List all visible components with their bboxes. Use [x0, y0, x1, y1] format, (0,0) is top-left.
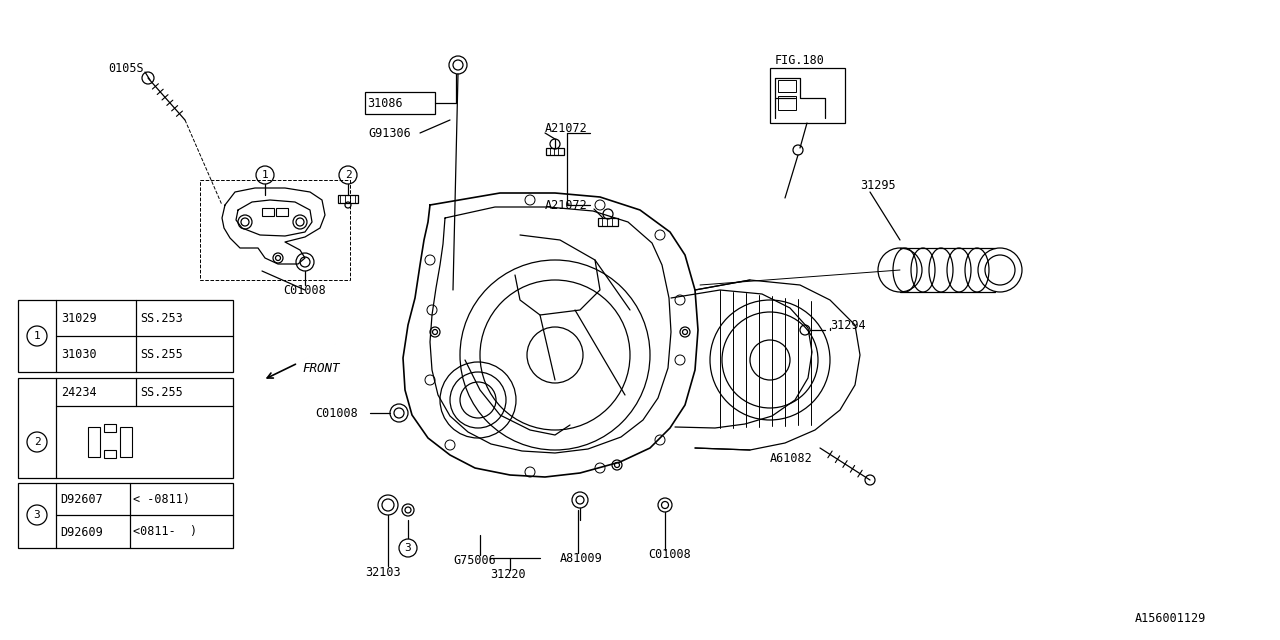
Text: C01008: C01008	[648, 548, 691, 561]
Text: 31295: 31295	[860, 179, 896, 191]
Bar	[276, 208, 288, 216]
Text: A21072: A21072	[545, 122, 588, 134]
Text: D92607: D92607	[60, 493, 102, 506]
Text: 31030: 31030	[61, 348, 96, 360]
Text: 3: 3	[33, 510, 41, 520]
Text: A81009: A81009	[561, 552, 603, 564]
Text: 31220: 31220	[490, 568, 526, 582]
Bar	[200, 180, 349, 280]
Bar	[771, 68, 845, 123]
Text: SS.253: SS.253	[140, 312, 183, 324]
Text: 24234: 24234	[61, 385, 96, 399]
Text: 32103: 32103	[365, 566, 401, 579]
Text: FRONT: FRONT	[302, 362, 339, 374]
Text: SS.255: SS.255	[140, 348, 183, 360]
Text: < -0811): < -0811)	[133, 493, 189, 506]
Text: <0811-  ): <0811- )	[133, 525, 197, 538]
Bar	[598, 218, 618, 226]
Text: D92609: D92609	[60, 525, 102, 538]
Text: A156001129: A156001129	[1135, 611, 1206, 625]
Bar	[365, 92, 435, 114]
Text: 1: 1	[33, 331, 41, 341]
Bar	[104, 424, 116, 432]
Text: C01008: C01008	[315, 406, 357, 419]
Bar	[120, 427, 132, 457]
Bar	[262, 208, 274, 216]
Text: 2: 2	[33, 437, 41, 447]
Text: 1: 1	[261, 170, 269, 180]
Text: FIG.180: FIG.180	[774, 54, 824, 67]
Bar	[88, 427, 100, 457]
Bar	[18, 300, 233, 372]
Text: 3: 3	[404, 543, 411, 553]
Text: 31294: 31294	[829, 319, 865, 332]
Text: C01008: C01008	[284, 284, 326, 296]
Bar	[338, 195, 358, 203]
Text: 31086: 31086	[367, 97, 403, 109]
Text: G91306: G91306	[369, 127, 411, 140]
Text: G75006: G75006	[453, 554, 495, 566]
Bar	[778, 80, 796, 92]
Bar	[18, 378, 233, 478]
Text: 0105S: 0105S	[108, 61, 143, 74]
Text: A61082: A61082	[771, 451, 813, 465]
Bar	[547, 148, 564, 155]
Bar	[778, 96, 796, 110]
Text: A21072: A21072	[545, 198, 588, 211]
Bar	[104, 450, 116, 458]
Text: 2: 2	[344, 170, 352, 180]
Text: SS.255: SS.255	[140, 385, 183, 399]
Text: 31029: 31029	[61, 312, 96, 324]
Bar	[18, 483, 233, 548]
